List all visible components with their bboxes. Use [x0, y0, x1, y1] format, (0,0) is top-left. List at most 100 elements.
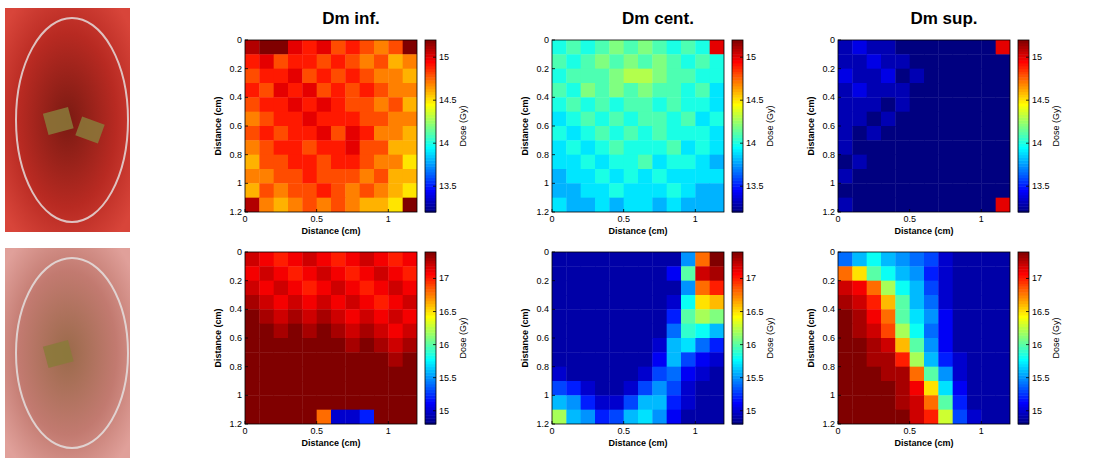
cell — [695, 295, 710, 310]
cell — [374, 155, 389, 170]
colorbar-step — [425, 155, 436, 158]
cell — [331, 252, 346, 267]
cell — [938, 126, 953, 141]
photo-film — [75, 116, 104, 143]
cell — [924, 169, 939, 184]
cell — [403, 324, 417, 339]
colorbar-step — [732, 94, 743, 97]
cell — [695, 381, 710, 396]
cell — [996, 352, 1010, 367]
cell — [967, 324, 982, 339]
cell — [259, 309, 274, 324]
cell — [259, 252, 274, 267]
colorbar-step — [732, 137, 743, 140]
cell — [595, 83, 610, 98]
colorbar-step — [1018, 304, 1029, 307]
colorbar-step — [1018, 94, 1029, 97]
cell — [652, 126, 667, 141]
cell — [360, 338, 375, 353]
cell — [274, 281, 289, 296]
colorbar-step — [732, 272, 743, 275]
y-tick — [552, 40, 555, 41]
photo-film — [43, 107, 74, 135]
cell — [938, 281, 953, 296]
cell — [581, 198, 596, 212]
cell — [403, 338, 417, 353]
cell — [953, 352, 968, 367]
cell — [638, 40, 653, 55]
cell — [566, 183, 581, 198]
cell — [388, 112, 403, 127]
cell — [981, 112, 996, 127]
cells — [245, 252, 417, 424]
cell — [938, 183, 953, 198]
cell — [552, 410, 567, 424]
y-tick — [838, 183, 841, 184]
colorbar-tick — [1026, 57, 1029, 58]
cell — [710, 155, 724, 170]
cell — [667, 126, 682, 141]
cell — [695, 281, 710, 296]
cell — [552, 155, 567, 170]
colorbar-step — [732, 183, 743, 186]
colorbar-step — [1018, 112, 1029, 115]
colorbar-step — [425, 338, 436, 341]
colorbar-step — [732, 407, 743, 410]
x-tick-label: 0 — [835, 214, 840, 224]
colorbar-step — [1018, 152, 1029, 155]
y-axis-title: Distance (cm) — [520, 96, 530, 155]
cell — [331, 112, 346, 127]
cell — [852, 266, 867, 281]
cell — [867, 112, 882, 127]
cell — [652, 266, 667, 281]
cell — [953, 281, 968, 296]
cell — [624, 252, 639, 267]
y-tick-label: 1.2 — [536, 419, 549, 429]
cell — [624, 69, 639, 84]
cells — [552, 40, 724, 212]
cell — [953, 83, 968, 98]
y-tick-label: 0.2 — [536, 276, 549, 286]
x-tick — [909, 209, 910, 212]
cell — [552, 324, 567, 339]
cell — [317, 324, 332, 339]
cell — [695, 183, 710, 198]
cell — [609, 281, 624, 296]
y-tick-label: 0.6 — [536, 121, 549, 131]
cell — [681, 281, 696, 296]
colorbar-step — [425, 272, 436, 275]
colorbar-step — [425, 301, 436, 304]
cell — [652, 155, 667, 170]
colorbar-step — [1018, 261, 1029, 264]
cell — [595, 252, 610, 267]
cell — [667, 395, 682, 410]
colorbar-step — [732, 361, 743, 364]
colorbar-step — [425, 395, 436, 398]
cell — [638, 183, 653, 198]
cell — [581, 140, 596, 155]
cell — [852, 338, 867, 353]
x-tick — [981, 209, 982, 212]
cell — [595, 97, 610, 112]
cell — [681, 352, 696, 367]
x-tick — [695, 209, 696, 212]
colorbar-step — [1018, 126, 1029, 129]
colorbar-step — [425, 286, 436, 289]
cell — [360, 54, 375, 69]
colorbar-tick — [1026, 377, 1029, 378]
colorbar-step — [732, 89, 743, 92]
colorbar-step — [732, 180, 743, 183]
y-tick-label: 0.4 — [536, 304, 549, 314]
colorbar-step — [1018, 183, 1029, 186]
cell — [695, 338, 710, 353]
cell — [953, 112, 968, 127]
cell — [924, 324, 939, 339]
cell — [924, 252, 939, 267]
cell — [302, 169, 317, 184]
colorbar-step — [732, 392, 743, 395]
colorbar-step — [732, 203, 743, 206]
colorbar-tick-label: 14.5 — [439, 95, 457, 105]
cell — [624, 97, 639, 112]
cell — [910, 169, 925, 184]
cell — [852, 140, 867, 155]
